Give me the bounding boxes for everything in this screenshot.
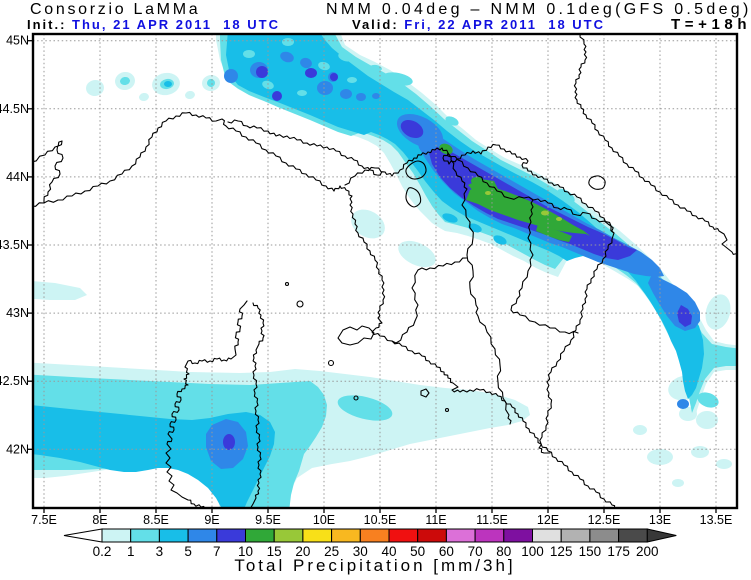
- svg-text:43.5N: 43.5N: [0, 238, 29, 252]
- svg-text:8E: 8E: [92, 513, 107, 527]
- svg-text:20: 20: [295, 544, 310, 559]
- svg-text:0.2: 0.2: [93, 544, 112, 559]
- svg-text:7.5E: 7.5E: [31, 513, 57, 527]
- svg-text:10.5E: 10.5E: [364, 513, 397, 527]
- svg-text:200: 200: [636, 544, 659, 559]
- svg-text:40: 40: [381, 544, 396, 559]
- svg-text:42N: 42N: [6, 442, 29, 456]
- svg-text:T=+18h: T=+18h: [671, 16, 751, 33]
- svg-text:10E: 10E: [313, 513, 335, 527]
- svg-text:42.5N: 42.5N: [0, 374, 29, 388]
- svg-text:7: 7: [213, 544, 221, 559]
- svg-text:70: 70: [468, 544, 483, 559]
- svg-text:80: 80: [496, 544, 511, 559]
- svg-text:3: 3: [156, 544, 164, 559]
- svg-text:100: 100: [521, 544, 544, 559]
- svg-text:9.5E: 9.5E: [255, 513, 281, 527]
- svg-text:11.5E: 11.5E: [476, 513, 508, 527]
- svg-text:12E: 12E: [537, 513, 559, 527]
- svg-text:60: 60: [439, 544, 454, 559]
- svg-text:25: 25: [324, 544, 339, 559]
- svg-text:NMM 0.04deg – NMM 0.1deg(GFS 0: NMM 0.04deg – NMM 0.1deg(GFS 0.5deg): [326, 1, 751, 18]
- svg-text:9E: 9E: [204, 513, 219, 527]
- svg-text:8.5E: 8.5E: [143, 513, 169, 527]
- svg-text:1: 1: [127, 544, 135, 559]
- svg-text:Init.: Thu, 21 APR 2011 18 UT: Init.: Thu, 21 APR 2011 18 UTC: [27, 17, 280, 32]
- svg-text:10: 10: [238, 544, 253, 559]
- svg-text:Total Precipitation [mm/3h]: Total Precipitation [mm/3h]: [234, 556, 515, 575]
- svg-text:12.5E: 12.5E: [588, 513, 621, 527]
- svg-text:175: 175: [607, 544, 630, 559]
- svg-text:11E: 11E: [425, 513, 446, 527]
- svg-text:Consorzio LaMMa: Consorzio LaMMa: [30, 1, 200, 18]
- svg-text:Valid: Fri, 22 APR 2011 18 UT: Valid: Fri, 22 APR 2011 18 UTC: [352, 17, 605, 32]
- svg-text:44N: 44N: [6, 170, 29, 184]
- svg-text:50: 50: [410, 544, 425, 559]
- svg-text:13.5E: 13.5E: [700, 513, 733, 527]
- svg-text:150: 150: [579, 544, 602, 559]
- svg-text:15: 15: [267, 544, 282, 559]
- svg-text:44.5N: 44.5N: [0, 102, 29, 116]
- svg-text:13E: 13E: [649, 513, 671, 527]
- svg-text:125: 125: [550, 544, 573, 559]
- svg-text:30: 30: [353, 544, 368, 559]
- svg-text:45N: 45N: [6, 34, 29, 48]
- svg-text:5: 5: [184, 544, 192, 559]
- svg-text:43N: 43N: [6, 306, 29, 320]
